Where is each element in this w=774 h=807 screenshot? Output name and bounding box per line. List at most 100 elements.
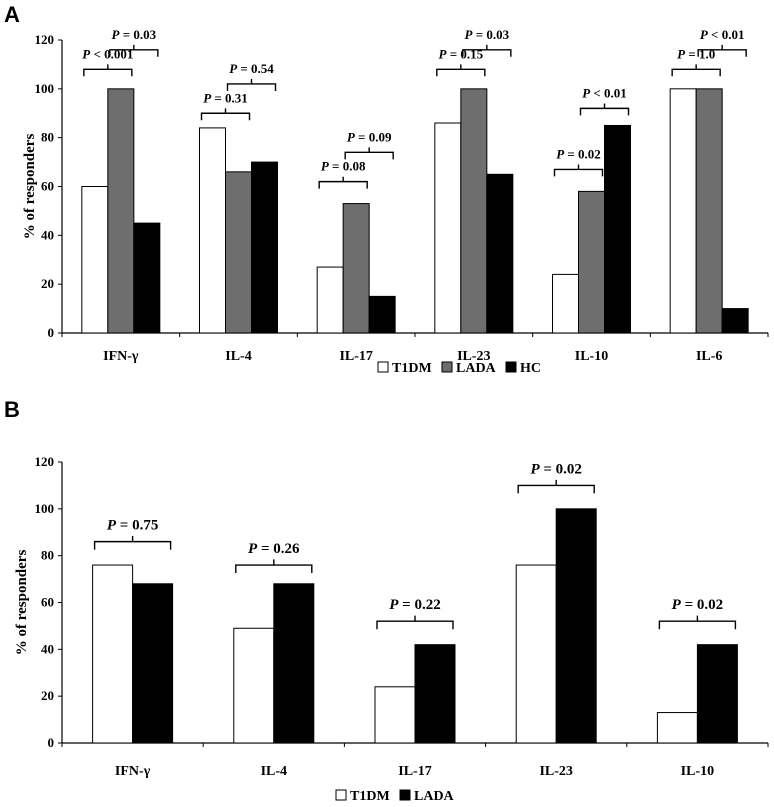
bar-lada-2 bbox=[342, 203, 370, 334]
bar-hc-3 bbox=[486, 173, 514, 334]
bar-t1dm-3 bbox=[434, 122, 462, 334]
significance-bracket bbox=[436, 64, 486, 77]
legend-swatch-lada bbox=[441, 361, 453, 373]
bar-lada-5 bbox=[695, 88, 723, 334]
p-value-text: < 0.01 bbox=[590, 85, 627, 100]
y-tick-label: 80 bbox=[41, 548, 54, 563]
bar-t1dm-5 bbox=[669, 88, 697, 334]
p-value-label: P < 0.01 bbox=[582, 85, 627, 100]
category-label: IL-17 bbox=[398, 764, 431, 779]
p-value-label: P = 0.02 bbox=[530, 461, 581, 477]
category-label: IL-6 bbox=[696, 349, 722, 364]
significance-bracket bbox=[462, 44, 512, 57]
p-value-text: = 1.0 bbox=[685, 46, 715, 61]
y-tick-label: 60 bbox=[41, 179, 54, 194]
p-symbol: P bbox=[389, 597, 399, 613]
p-value-label: P = 0.31 bbox=[203, 90, 248, 105]
legend-label-lada: LADA bbox=[414, 789, 455, 804]
p-symbol: P bbox=[465, 27, 474, 42]
legend-label-hc: HC bbox=[520, 361, 541, 376]
bar-hc-5 bbox=[721, 308, 749, 334]
p-value-label: P = 0.09 bbox=[347, 129, 392, 144]
p-value-label: P = 0.75 bbox=[107, 518, 158, 534]
p-value-text: = 0.15 bbox=[446, 46, 483, 61]
p-value-label: P = 0.54 bbox=[229, 61, 274, 76]
significance-bracket bbox=[553, 164, 604, 177]
bar-lada-3 bbox=[460, 88, 488, 334]
bar-lada-0 bbox=[132, 583, 174, 744]
p-value-label: P = 0.03 bbox=[112, 27, 157, 42]
bar-hc-2 bbox=[368, 295, 396, 334]
bar-t1dm-0 bbox=[81, 186, 109, 334]
significance-bracket bbox=[579, 103, 630, 116]
bar-lada-1 bbox=[225, 171, 252, 334]
bar-lada-3 bbox=[555, 508, 597, 744]
significance-bracket bbox=[226, 79, 277, 91]
y-tick-label: 100 bbox=[35, 81, 55, 96]
p-value-label: P = 0.26 bbox=[248, 541, 300, 557]
significance-bracket bbox=[318, 176, 368, 189]
p-value-label: P < 0.01 bbox=[700, 27, 745, 42]
p-symbol: P bbox=[677, 46, 686, 61]
p-symbol: P bbox=[203, 90, 212, 105]
p-value-label: P = 0.15 bbox=[439, 46, 484, 61]
bar-hc-1 bbox=[251, 161, 278, 334]
p-symbol: P bbox=[82, 46, 91, 61]
p-value-label: P = 1.0 bbox=[677, 46, 715, 61]
p-symbol: P bbox=[530, 461, 540, 477]
category-label: IFN-γ bbox=[103, 349, 139, 364]
bar-t1dm-1 bbox=[233, 627, 275, 744]
p-value-text: < 0.001 bbox=[90, 46, 133, 61]
legend-label-t1dm: T1DM bbox=[392, 361, 432, 376]
y-tick-label: 40 bbox=[41, 641, 54, 656]
p-symbol: P bbox=[700, 27, 709, 42]
y-tick-label: 120 bbox=[35, 454, 55, 469]
bar-t1dm-0 bbox=[92, 564, 134, 744]
p-symbol: P bbox=[556, 146, 565, 161]
category-label: IL-4 bbox=[261, 764, 287, 779]
category-label: IL-10 bbox=[681, 764, 714, 779]
y-axis-label: % of responders bbox=[14, 550, 30, 656]
p-value-text: = 0.02 bbox=[540, 461, 582, 477]
chart-a: 0 20 40 60 80 100 120 % of responders IFN-γ IL-4 I… bbox=[22, 27, 769, 376]
bar-t1dm-3 bbox=[515, 564, 557, 744]
y-tick-label: 20 bbox=[41, 276, 54, 291]
category-label: IL-23 bbox=[457, 349, 490, 364]
panel-label-a: A bbox=[4, 2, 20, 27]
p-value-label: P < 0.001 bbox=[82, 46, 133, 61]
y-tick-label: 20 bbox=[41, 688, 54, 703]
bar-lada-4 bbox=[578, 190, 605, 334]
p-symbol: P bbox=[229, 61, 238, 76]
significance-bracket bbox=[200, 108, 251, 121]
p-value-label: P = 0.02 bbox=[672, 597, 723, 613]
significance-bracket bbox=[83, 64, 133, 77]
panel-label-b: B bbox=[4, 397, 20, 422]
significance-bracket bbox=[658, 615, 737, 630]
p-value-label: P = 0.22 bbox=[389, 597, 440, 613]
significance-bracket bbox=[109, 44, 159, 57]
p-value-label: P = 0.08 bbox=[321, 159, 366, 174]
category-label: IL-23 bbox=[539, 764, 572, 779]
significance-bracket bbox=[697, 44, 747, 57]
legend-label-lada: LADA bbox=[456, 361, 497, 376]
category-label: IL-10 bbox=[575, 349, 608, 364]
legend-swatch-hc bbox=[505, 361, 517, 373]
bar-t1dm-2 bbox=[316, 266, 344, 334]
p-value-text: = 0.54 bbox=[237, 61, 274, 76]
p-value-text: = 0.08 bbox=[329, 159, 366, 174]
bar-hc-4 bbox=[604, 124, 631, 334]
y-tick-label: 0 bbox=[48, 735, 55, 750]
y-axis-label: % of responders bbox=[22, 134, 38, 240]
p-value-label: P = 0.03 bbox=[465, 27, 510, 42]
bar-t1dm-2 bbox=[374, 686, 416, 744]
p-symbol: P bbox=[439, 46, 448, 61]
y-tick-label: 100 bbox=[35, 501, 55, 516]
p-value-text: = 0.02 bbox=[564, 146, 601, 161]
p-value-text: = 0.03 bbox=[472, 27, 509, 42]
legend-swatch-t1dm bbox=[335, 789, 347, 801]
bar-t1dm-4 bbox=[656, 712, 698, 744]
category-label: IFN-γ bbox=[115, 764, 151, 779]
p-value-text: < 0.01 bbox=[708, 27, 745, 42]
p-symbol: P bbox=[347, 129, 356, 144]
